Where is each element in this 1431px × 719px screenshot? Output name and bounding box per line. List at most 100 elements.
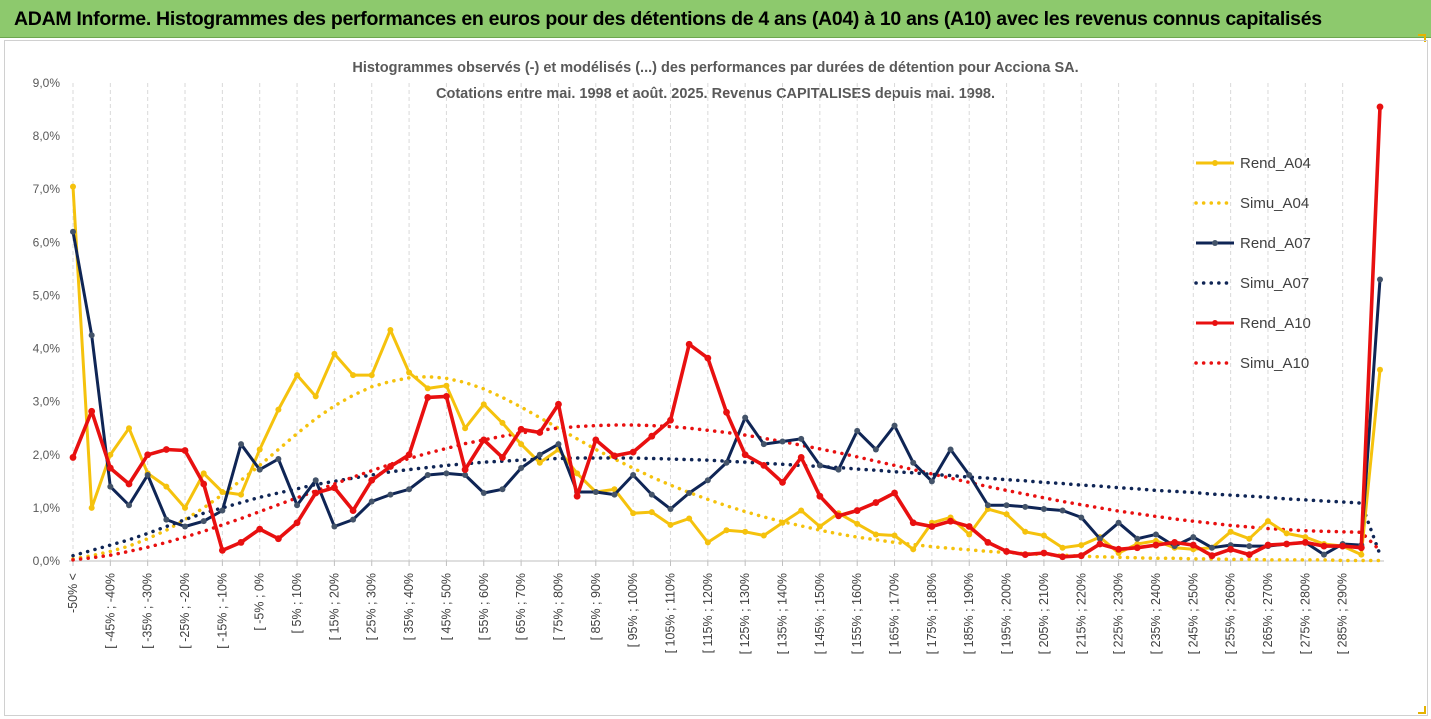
- y-tick-label: 9,0%: [33, 76, 61, 90]
- data-point-rend-a10: [965, 523, 973, 530]
- data-point-rend-a07: [1096, 535, 1103, 542]
- data-point-rend-a10: [88, 407, 96, 415]
- data-point-rend-a10: [984, 539, 992, 546]
- resize-handle-bottom-right[interactable]: [1418, 706, 1426, 714]
- data-point-rend-a04: [536, 459, 543, 466]
- data-point-rend-a07: [331, 523, 338, 530]
- data-point-rend-a07: [742, 414, 749, 421]
- data-point-rend-a07: [70, 228, 76, 235]
- data-point-rend-a07: [1152, 531, 1159, 538]
- data-point-rend-a10: [1320, 542, 1328, 550]
- data-point-rend-a10: [443, 392, 450, 400]
- data-point-rend-a04: [611, 486, 618, 493]
- y-tick-label: 1,0%: [33, 501, 61, 515]
- data-point-rend-a07: [686, 490, 693, 497]
- x-tick-label: [ 145% ; 150%: [813, 573, 827, 654]
- data-point-rend-a10: [704, 354, 712, 362]
- x-tick-label: [ 155% ; 160%: [850, 573, 864, 654]
- x-tick-label: [ 105% ; 110%: [663, 573, 677, 653]
- y-tick-label: 0,0%: [33, 554, 61, 568]
- data-point-rend-a04: [1059, 544, 1066, 551]
- data-point-rend-a04: [462, 425, 469, 432]
- data-point-rend-a10: [779, 478, 786, 486]
- data-point-rend-a07: [592, 488, 599, 495]
- data-point-rend-a07: [219, 507, 226, 514]
- data-point-rend-a10: [816, 492, 824, 500]
- data-point-rend-a10: [760, 462, 768, 469]
- legend-label-simu-a04: Simu_A04: [1240, 195, 1309, 212]
- data-point-rend-a10: [405, 451, 413, 459]
- data-point-rend-a10: [1003, 548, 1010, 555]
- data-point-rend-a10: [797, 454, 805, 461]
- data-point-rend-a07: [1208, 544, 1215, 551]
- data-point-rend-a07: [1246, 543, 1253, 550]
- data-point-rend-a04: [238, 491, 245, 498]
- data-point-rend-a07: [1078, 514, 1085, 521]
- x-tick-label: [ 135% ; 140%: [776, 573, 790, 654]
- data-point-rend-a04: [1022, 528, 1029, 535]
- data-point-rend-a04: [966, 531, 973, 538]
- data-point-rend-a10: [835, 512, 842, 520]
- data-point-rend-a07: [1022, 503, 1029, 510]
- data-point-rend-a04: [816, 523, 823, 530]
- data-point-rend-a04: [1078, 542, 1085, 549]
- data-point-rend-a10: [909, 519, 917, 527]
- data-point-rend-a04: [350, 372, 357, 379]
- data-point-rend-a04: [1377, 366, 1383, 373]
- data-point-rend-a10: [1096, 540, 1104, 548]
- data-point-rend-a10: [1376, 103, 1384, 111]
- data-point-rend-a07: [1059, 507, 1066, 514]
- data-point-rend-a07: [387, 491, 394, 498]
- data-point-rend-a04: [667, 521, 674, 528]
- x-tick-label: [ 95% ; 100%: [626, 573, 640, 647]
- data-point-rend-a04: [256, 446, 263, 453]
- data-point-rend-a04: [275, 406, 282, 413]
- data-point-rend-a10: [685, 340, 693, 348]
- data-point-rend-a07: [760, 441, 767, 448]
- data-point-rend-a07: [928, 478, 935, 485]
- data-point-rend-a04: [480, 401, 487, 408]
- data-point-rend-a04: [1302, 534, 1309, 541]
- data-point-rend-a10: [723, 408, 730, 416]
- data-point-rend-a10: [536, 429, 544, 436]
- data-point-rend-a04: [1264, 518, 1271, 525]
- data-point-rend-a10: [368, 476, 376, 484]
- y-tick-label: 4,0%: [33, 342, 61, 356]
- y-tick-label: 3,0%: [33, 395, 61, 409]
- data-point-rend-a10: [1152, 541, 1160, 549]
- x-tick-label: [ -45% ; -40%: [103, 573, 117, 649]
- data-point-rend-a10: [387, 463, 394, 470]
- data-point-rend-a07: [406, 486, 413, 493]
- report-banner: ADAM Informe. Histogrammes des performan…: [0, 0, 1431, 38]
- y-tick-label: 2,0%: [33, 448, 61, 462]
- data-point-rend-a10: [517, 425, 525, 433]
- series-line-rend-a10: [71, 106, 1382, 559]
- data-point-rend-a10: [162, 446, 170, 453]
- data-point-rend-a07: [126, 502, 133, 509]
- data-point-rend-a07: [350, 516, 357, 523]
- data-point-rend-a04: [518, 441, 525, 448]
- data-point-rend-a10: [555, 400, 562, 408]
- data-point-rend-a04: [779, 519, 786, 526]
- data-point-rend-a10: [1301, 539, 1309, 546]
- y-tick-label: 7,0%: [33, 182, 61, 196]
- x-tick-label: [ 45% ; 50%: [439, 573, 453, 640]
- y-tick-label: 6,0%: [33, 235, 61, 249]
- data-point-rend-a07: [107, 483, 114, 490]
- resize-handle-top-right[interactable]: [1418, 34, 1426, 42]
- legend-label-simu-a07: Simu_A07: [1240, 275, 1309, 292]
- data-point-rend-a07: [1320, 551, 1327, 558]
- data-point-rend-a10: [237, 539, 245, 546]
- data-point-rend-a07: [88, 332, 95, 339]
- data-point-rend-a10: [741, 451, 749, 459]
- data-point-rend-a04: [891, 532, 898, 539]
- data-point-rend-a10: [1245, 551, 1253, 559]
- data-point-rend-a04: [368, 372, 375, 379]
- data-point-rend-a07: [854, 427, 861, 434]
- x-tick-label: [ 245% ; 250%: [1186, 573, 1200, 654]
- legend-label-rend-a10: Rend_A10: [1240, 315, 1311, 332]
- data-point-rend-a10: [106, 464, 114, 472]
- data-point-rend-a10: [648, 432, 656, 440]
- data-point-rend-a04: [107, 451, 114, 458]
- data-point-rend-a10: [181, 447, 189, 454]
